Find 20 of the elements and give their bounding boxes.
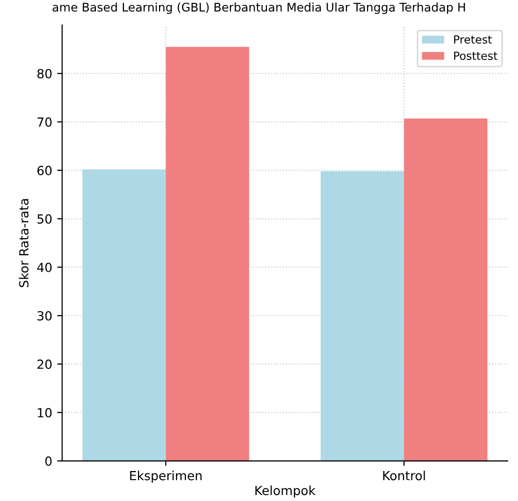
y-tick-label: 70 (38, 117, 52, 127)
y-tick-label: 0 (45, 456, 52, 466)
y-tick-label: 40 (37, 262, 52, 272)
bar (320, 171, 404, 461)
legend-label: Posttest (454, 52, 498, 60)
y-tick-label: 30 (37, 311, 52, 321)
chart-title: ame Based Learning (GBL) Berbantuan Media Ular Tangga Terhadap H (52, 2, 465, 14)
bar (404, 118, 488, 461)
y-axis-title: Skor Rata-rata (18, 199, 29, 288)
legend-label: Pretest (454, 35, 492, 44)
y-tick-label: 20 (37, 360, 52, 369)
y-tick-label: 10 (38, 408, 52, 418)
x-tick-label: Kontrol (383, 470, 425, 480)
y-tick-label: 60 (37, 166, 52, 176)
x-axis-title: Kelompok (255, 486, 316, 498)
y-tick-label: 80 (37, 68, 52, 78)
y-tick-label: 50 (37, 214, 52, 224)
x-tick-label: Eksperimen (130, 470, 202, 483)
bar (166, 46, 250, 461)
bar (82, 169, 166, 461)
